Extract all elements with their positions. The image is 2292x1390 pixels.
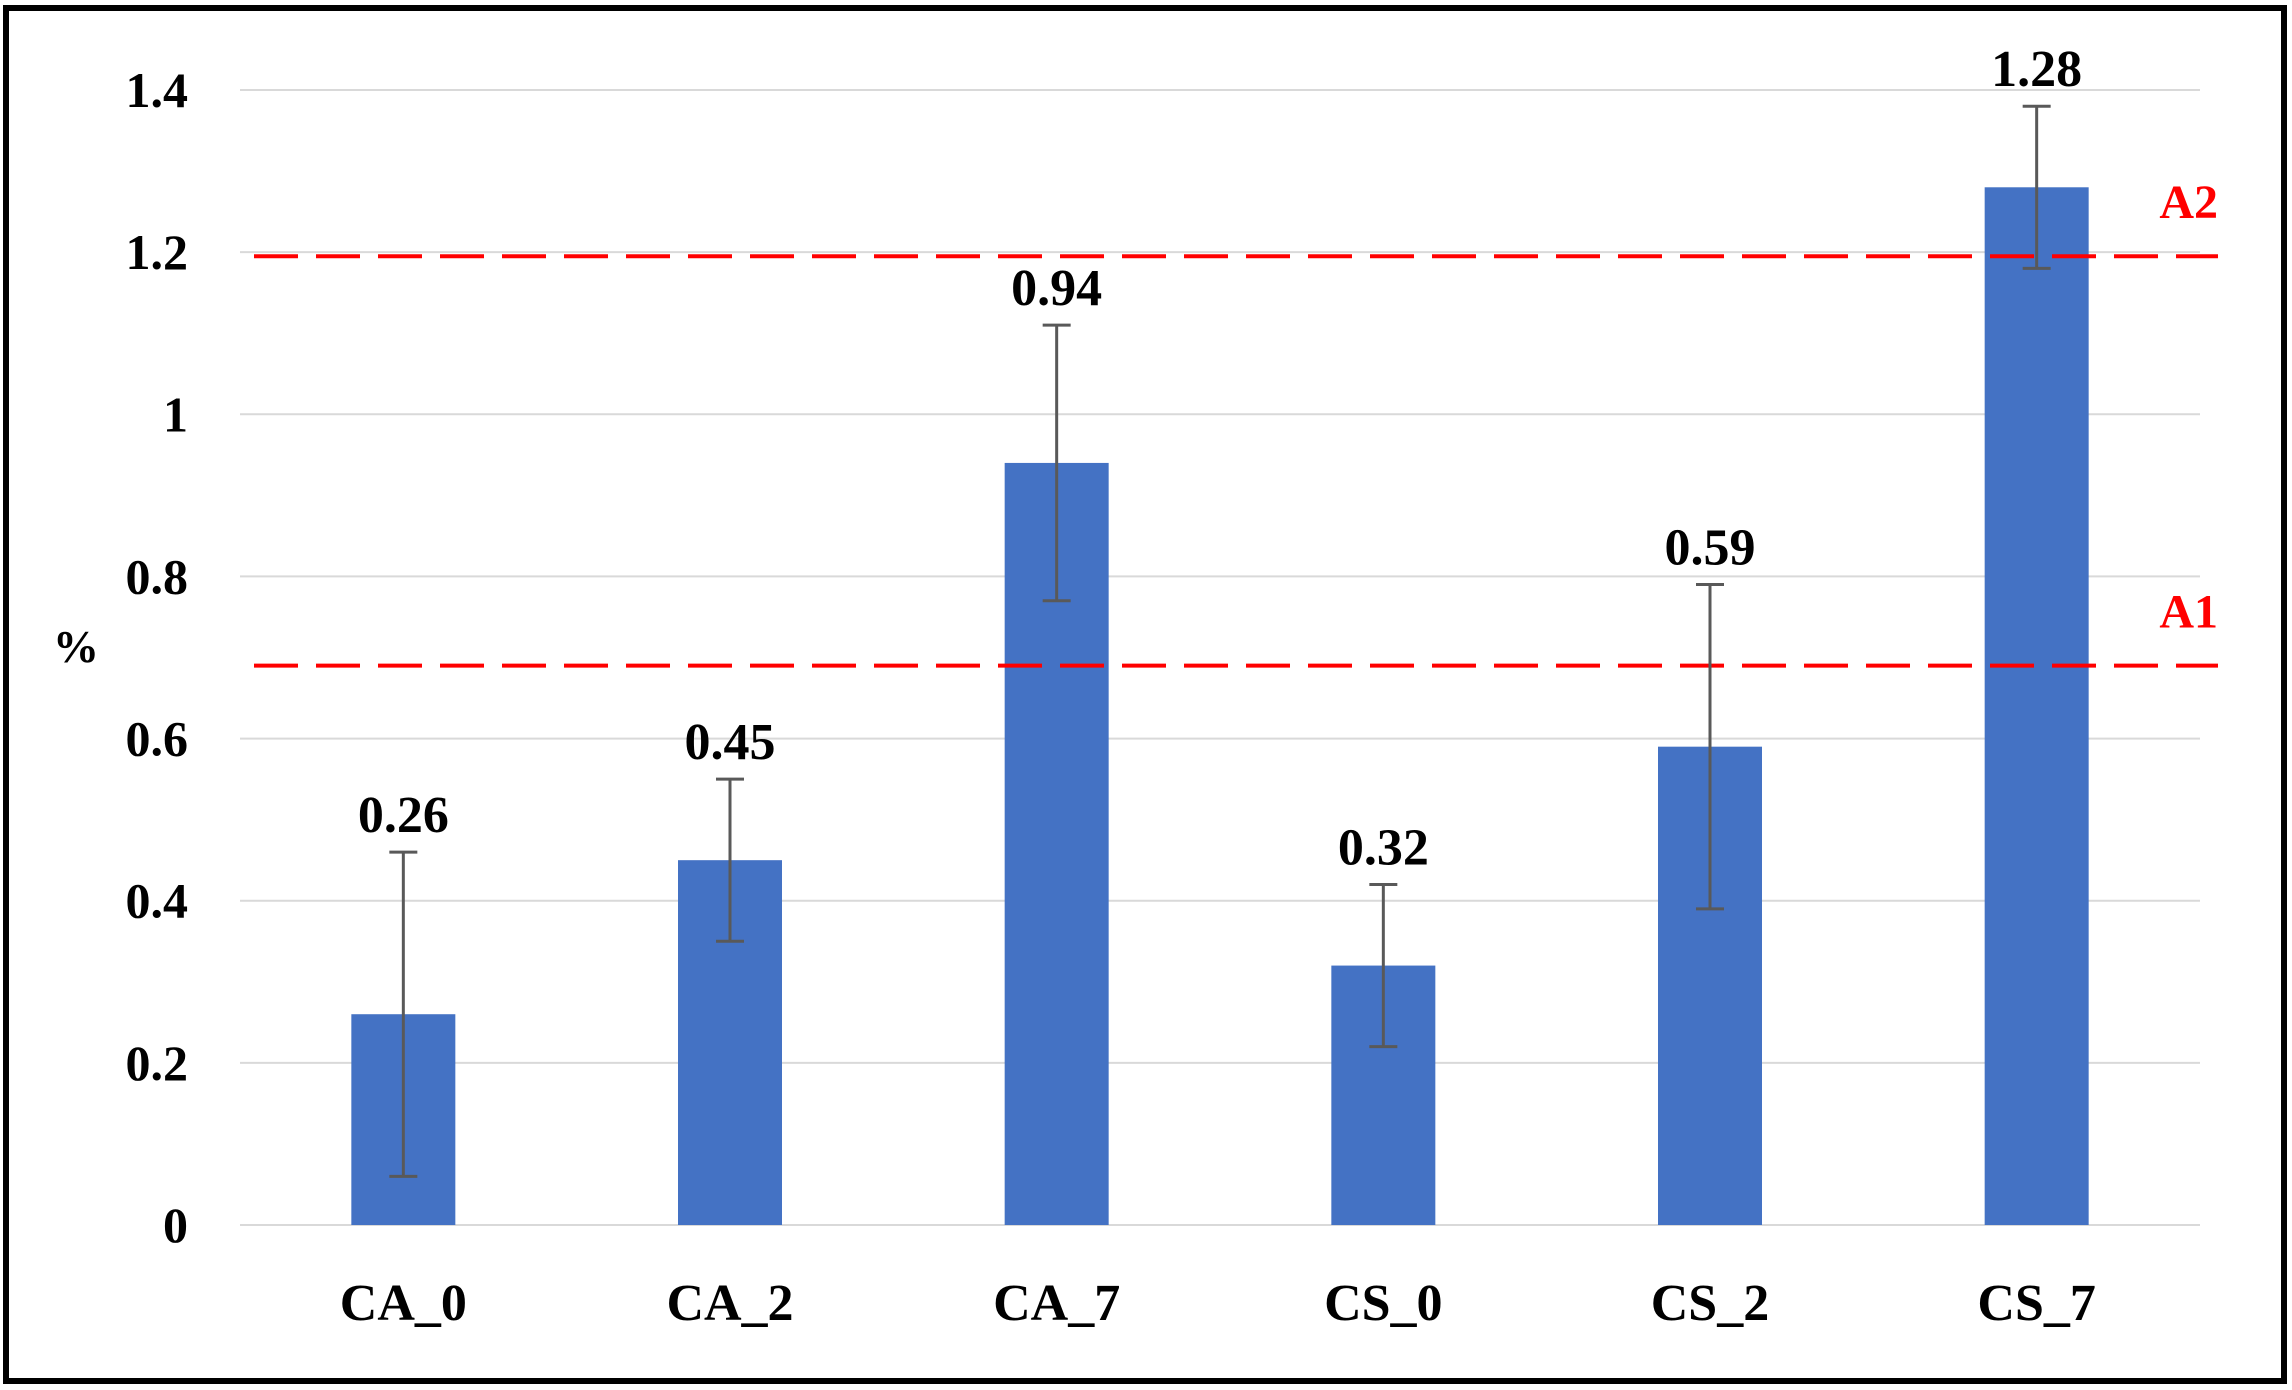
x-tick-label-cs-0: CS_0 — [1324, 1275, 1442, 1332]
reference-label-a2: A2 — [2159, 176, 2218, 229]
x-axis-categories: CA_0 CA_2 CA_7 CS_0 CS_2 CS_7 — [340, 1275, 2096, 1332]
data-label-ca-2: 0.45 — [685, 714, 776, 771]
x-tick-label-cs-2: CS_2 — [1651, 1275, 1769, 1332]
error-bar-cs-2 — [1696, 583, 1724, 911]
y-tick-label-5: 1 — [163, 386, 188, 442]
y-axis-label: % — [53, 621, 99, 672]
error-bar-cs-7 — [2022, 104, 2051, 270]
data-label-ca-0: 0.26 — [358, 787, 449, 844]
reference-label-a1: A1 — [2159, 586, 2218, 639]
chart-frame — [3, 5, 2287, 1384]
y-tick-label-1: 0.2 — [126, 1035, 189, 1091]
data-label-cs-7: 1.28 — [1991, 41, 2082, 98]
x-tick-label-ca-7: CA_7 — [993, 1275, 1120, 1332]
error-bar-ca-0 — [389, 850, 418, 1178]
error-bar-cs-0 — [1369, 883, 1398, 1049]
data-label-cs-0: 0.32 — [1338, 820, 1429, 877]
data-label-ca-7: 0.94 — [1011, 260, 1102, 317]
y-axis-ticks: 0 0.2 0.4 0.6 0.8 1 1.2 1.4 — [126, 62, 189, 1253]
data-labels: 0.26 0.45 0.94 0.32 0.59 1.28 — [358, 41, 2082, 876]
error-bars — [389, 104, 2051, 1178]
x-tick-label-cs-7: CS_7 — [1977, 1275, 2095, 1332]
y-tick-label-0: 0 — [163, 1197, 188, 1253]
x-tick-label-ca-0: CA_0 — [340, 1275, 467, 1332]
error-bar-ca-7 — [1042, 323, 1071, 603]
bar-cs-7 — [1984, 187, 2089, 1225]
y-tick-label-2: 0.4 — [126, 873, 189, 929]
reference-lines: A1 A2 — [254, 176, 2218, 668]
y-tick-label-6: 1.2 — [126, 224, 189, 280]
data-label-cs-2: 0.59 — [1665, 520, 1756, 577]
y-tick-label-4: 0.8 — [126, 548, 189, 604]
error-bar-ca-2 — [716, 777, 744, 943]
gridlines — [240, 89, 2200, 1226]
x-tick-label-ca-2: CA_2 — [666, 1275, 793, 1332]
y-tick-label-7: 1.4 — [126, 62, 189, 118]
y-tick-label-3: 0.6 — [126, 711, 189, 767]
